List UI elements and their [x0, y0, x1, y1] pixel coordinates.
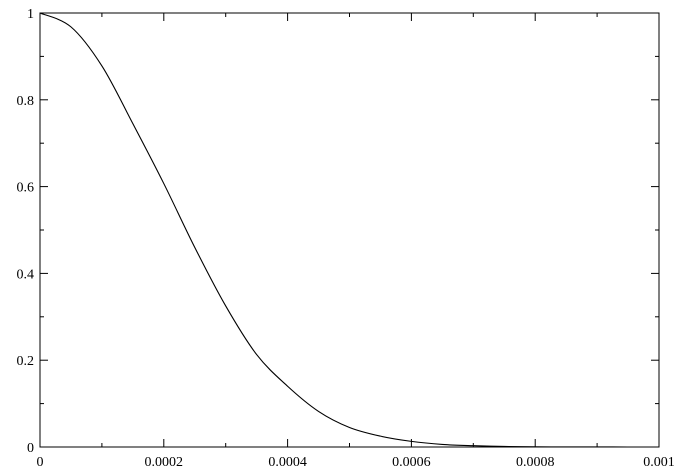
x-tick-label: 0.0008	[516, 455, 555, 470]
x-tick-label: 0.001	[643, 455, 675, 470]
series-layer	[39, 12, 660, 448]
series-line	[39, 12, 660, 448]
ticks-layer	[39, 12, 660, 448]
y-tick-label: 0.2	[17, 354, 35, 369]
tick-labels-layer: 0 0.0002 0.0004 0.0006 0.0008 0.001 0 0.2 0.4 0.6…	[17, 7, 675, 470]
x-tick-label: 0.0004	[268, 455, 307, 470]
x-tick-label: 0.0006	[392, 455, 431, 470]
plot-frame	[39, 12, 660, 448]
y-tick-label: 0.8	[17, 94, 35, 109]
y-tick-label: 0.4	[17, 267, 35, 282]
x-tick-label: 0.0002	[145, 455, 184, 470]
y-tick-label: 0.6	[17, 181, 35, 196]
y-tick-label: 0	[27, 441, 34, 456]
x-tick-label: 0	[37, 455, 44, 470]
y-tick-label: 1	[27, 7, 34, 22]
